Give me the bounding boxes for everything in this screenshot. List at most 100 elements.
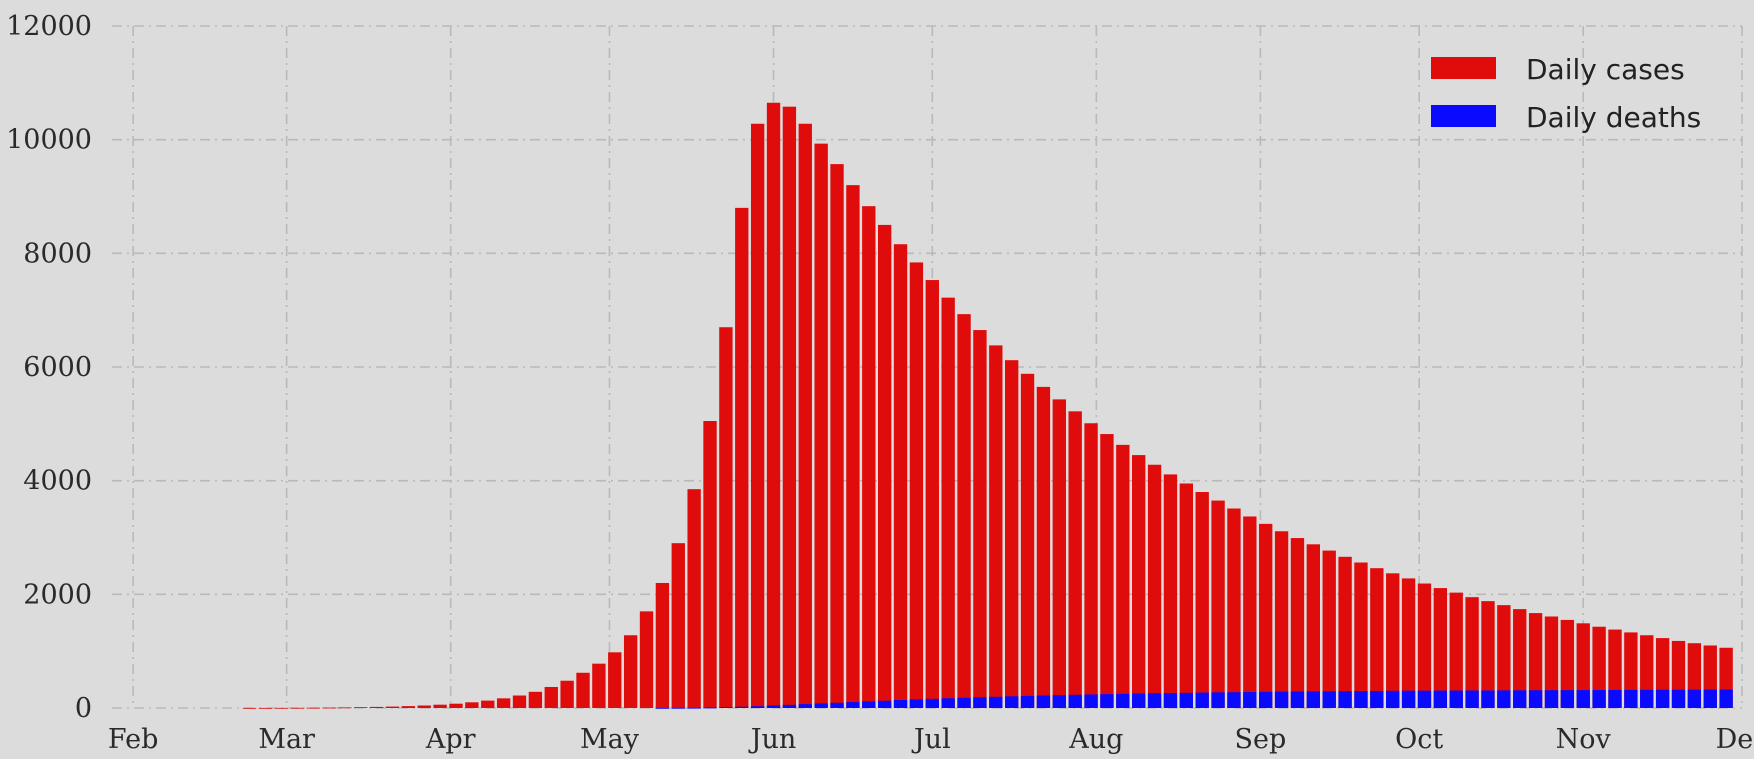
x-tick-label: Feb [108,724,159,755]
bar-daily-cases [703,420,717,708]
bar-daily-cases [1544,616,1559,708]
bar-daily-cases [369,706,384,708]
bar-daily-cases [1370,568,1384,708]
bar-daily-cases [1592,626,1606,708]
bar-daily-deaths [798,704,812,708]
bar-daily-deaths [925,698,939,708]
bar-daily-cases [1116,444,1130,708]
bar-daily-cases [338,707,352,709]
bar-daily-deaths [1417,690,1432,708]
bar-daily-deaths [1608,689,1622,708]
bar-daily-cases [1306,544,1320,708]
bar-daily-deaths [1322,691,1336,708]
bar-daily-cases [623,635,638,708]
bar-daily-cases [766,102,781,709]
bar-daily-cases [1227,508,1241,708]
bar-daily-deaths [1084,694,1098,708]
bar-daily-deaths [1687,689,1702,708]
bar-daily-deaths [1513,690,1527,708]
bar-daily-deaths [735,706,749,708]
bar-daily-deaths [1147,693,1162,708]
bar-daily-deaths [1163,693,1178,708]
bar-daily-cases [1195,492,1209,708]
bar-daily-cases [1290,538,1305,708]
y-tick-label: 6000 [23,352,92,383]
x-tick-label: Apr [425,724,476,755]
axis-layer: 0 2000 4000 6000 8000 10000 12000 Feb Mar Apr May J… [6,11,1754,755]
bar-daily-cases [941,297,955,708]
bar-daily-cases [814,143,828,708]
bar-daily-cases [1005,360,1019,708]
bar-daily-deaths [1528,690,1543,708]
x-tick-label: Nov [1556,724,1612,755]
bar-daily-cases [1052,399,1066,708]
bar-daily-cases [1449,592,1463,708]
x-tick-label: Mar [258,724,315,755]
bar-daily-cases [1608,629,1622,708]
bar-daily-deaths [1179,692,1193,708]
x-tick-label: Sep [1235,724,1287,755]
bar-daily-deaths [655,707,670,709]
bar-daily-deaths [1640,689,1654,708]
x-tick-label: Jun [748,724,797,755]
bar-daily-deaths [1005,696,1019,708]
legend-label-daily-cases: Daily cases [1526,53,1685,86]
y-tick-label: 4000 [23,466,92,497]
bar-daily-cases [560,680,574,708]
bar-daily-deaths [1195,692,1209,708]
bar-daily-cases [1179,483,1193,708]
bar-daily-deaths [1100,694,1114,708]
bar-daily-deaths [1354,691,1368,708]
bar-daily-cases [1481,601,1495,708]
bar-daily-cases [1528,613,1543,708]
bar-daily-deaths [1624,689,1638,708]
legend-swatch-daily-cases [1431,57,1496,79]
bar-daily-deaths [1719,689,1733,708]
bar-daily-cases [1624,632,1638,708]
bar-daily-cases [1386,573,1400,708]
x-tick-label: May [580,724,640,755]
bar-daily-deaths [989,696,1003,708]
bar-daily-cases [592,663,606,708]
bar-daily-deaths [1227,692,1241,708]
bar-daily-cases [989,345,1003,708]
bar-daily-cases [1020,373,1035,708]
bar-daily-deaths [957,697,971,708]
bar-daily-deaths [1274,691,1289,708]
bar-daily-deaths [1433,690,1448,708]
bar-daily-deaths [973,697,987,708]
bar-daily-cases [1274,531,1289,708]
bar-daily-deaths [893,700,908,708]
bar-daily-deaths [1290,691,1305,708]
bar-daily-cases [719,327,733,708]
bar-daily-deaths [766,705,781,708]
bar-daily-cases [354,707,368,708]
bar-daily-cases [1147,464,1162,708]
bar-daily-deaths [862,701,876,708]
bar-daily-deaths [830,702,844,708]
bar-daily-deaths [1386,690,1400,708]
bar-daily-cases [544,686,558,708]
bar-daily-cases [1163,474,1178,708]
bar-daily-deaths [1465,690,1479,708]
bars-layer [242,102,1733,709]
bar-daily-deaths [1259,691,1273,708]
bar-daily-deaths [1449,690,1463,708]
x-tick-label: Oct [1395,724,1443,755]
bar-daily-cases [306,707,320,709]
bar-daily-cases [417,705,431,708]
bar-daily-deaths [1370,690,1384,708]
bar-daily-deaths [671,707,685,709]
legend: Daily cases Daily deaths [1431,53,1701,134]
bar-daily-deaths [1703,689,1717,708]
bar-daily-cases [639,611,654,708]
bar-daily-cases [671,543,685,708]
bar-daily-cases [1576,623,1590,708]
bar-daily-deaths [941,698,955,708]
bar-daily-cases [608,652,622,708]
bar-daily-cases [385,706,400,708]
bar-daily-cases [496,698,511,708]
bar-daily-cases [750,123,765,708]
bar-daily-cases [1084,423,1098,708]
